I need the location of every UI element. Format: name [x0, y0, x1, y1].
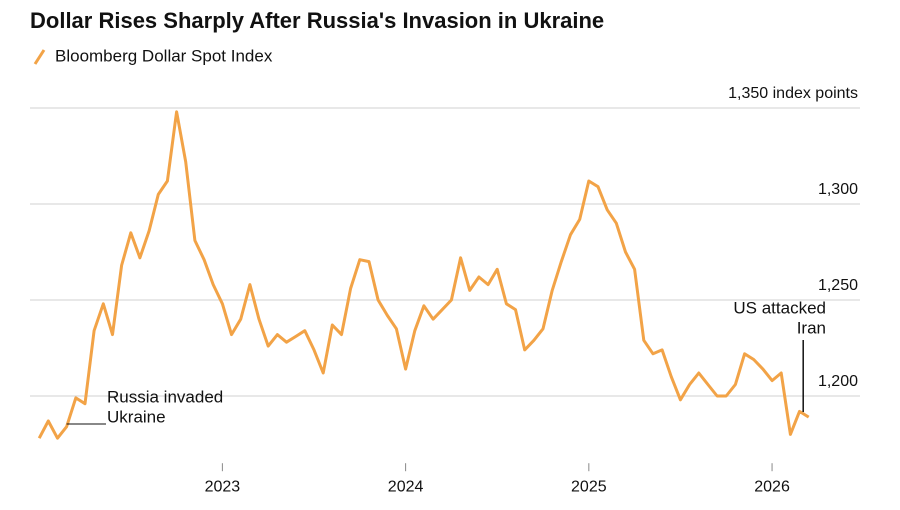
chart-title: Dollar Rises Sharply After Russia's Inva…	[30, 8, 604, 33]
y-tick-label: 1,200	[818, 373, 858, 390]
x-tick-label: 2026	[754, 478, 790, 495]
legend-label: Bloomberg Dollar Spot Index	[55, 46, 273, 65]
x-tick-label: 2025	[571, 478, 607, 495]
annotation-text: Ukraine	[107, 407, 166, 426]
annotation-text: Russia invaded	[107, 387, 223, 406]
x-tick-label: 2024	[388, 478, 424, 495]
data-line	[37, 110, 810, 440]
legend-swatch	[33, 49, 46, 65]
annotation-text: US attacked	[733, 298, 826, 317]
y-tick-label: 1,250	[818, 277, 858, 294]
x-tick-label: 2023	[205, 478, 241, 495]
y-tick-label: 1,350 index points	[728, 85, 858, 102]
y-tick-label: 1,300	[818, 181, 858, 198]
annotation-text: Iran	[797, 318, 826, 337]
